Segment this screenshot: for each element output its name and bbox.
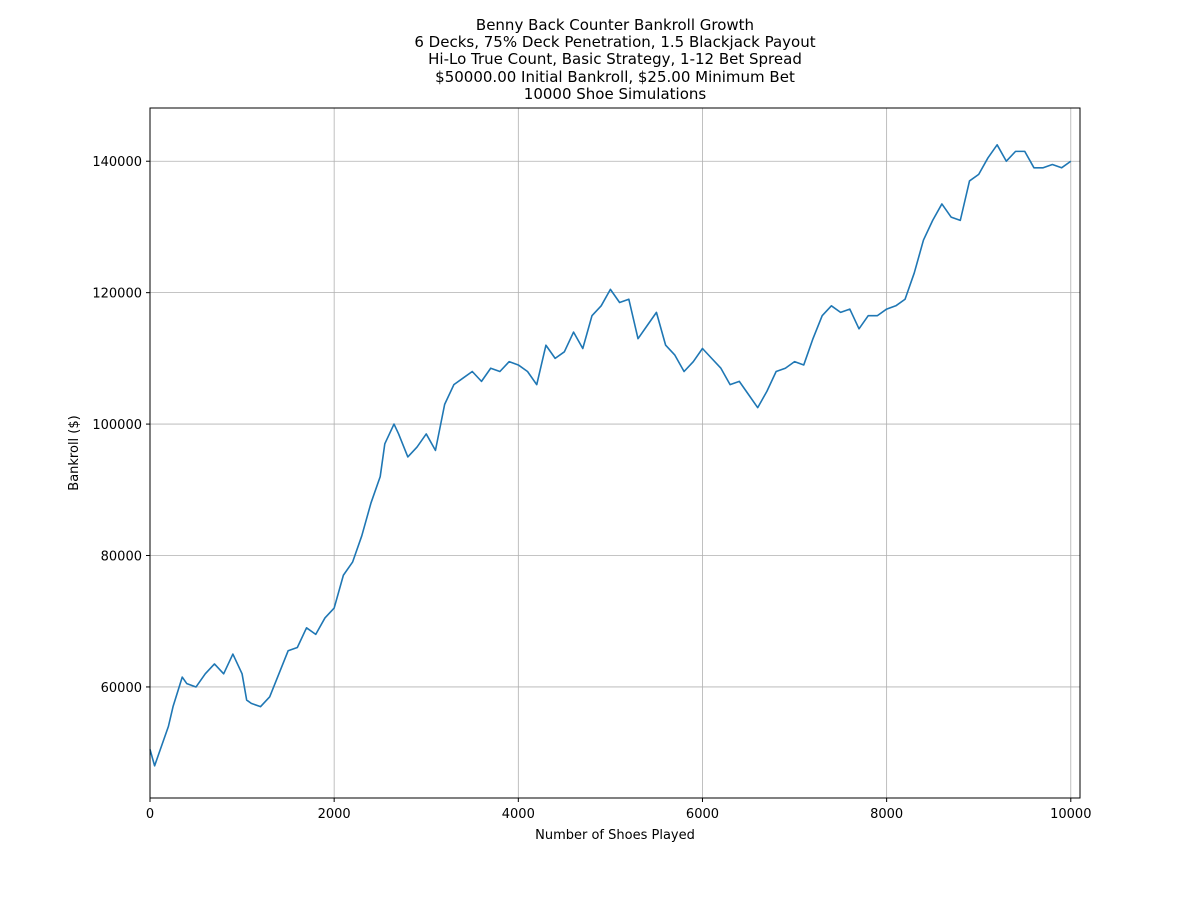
title-line: Hi-Lo True Count, Basic Strategy, 1-12 B… bbox=[428, 50, 802, 68]
y-tick-label: 100000 bbox=[92, 418, 142, 433]
plot-frame bbox=[149, 107, 1081, 799]
y-tick-label: 140000 bbox=[92, 155, 142, 170]
title-line: 6 Decks, 75% Deck Penetration, 1.5 Black… bbox=[414, 33, 815, 51]
title-line: 10000 Shoe Simulations bbox=[524, 85, 707, 103]
y-axis-label: Bankroll ($) bbox=[67, 415, 82, 490]
y-tick-label: 60000 bbox=[101, 681, 142, 696]
x-tick-label: 4000 bbox=[502, 807, 535, 822]
y-tick-label: 80000 bbox=[101, 550, 142, 565]
data-line bbox=[149, 144, 1072, 767]
x-tick-label: 6000 bbox=[686, 807, 719, 822]
x-axis-label: Number of Shoes Played bbox=[535, 828, 695, 843]
title-line: Benny Back Counter Bankroll Growth bbox=[476, 16, 754, 34]
x-tick-label: 0 bbox=[146, 807, 154, 822]
y-tick-label: 120000 bbox=[92, 287, 142, 302]
x-tick-label: 2000 bbox=[318, 807, 351, 822]
x-tick-label: 8000 bbox=[870, 807, 903, 822]
title-line: $50000.00 Initial Bankroll, $25.00 Minim… bbox=[435, 68, 795, 86]
x-tick-label: 10000 bbox=[1050, 807, 1091, 822]
